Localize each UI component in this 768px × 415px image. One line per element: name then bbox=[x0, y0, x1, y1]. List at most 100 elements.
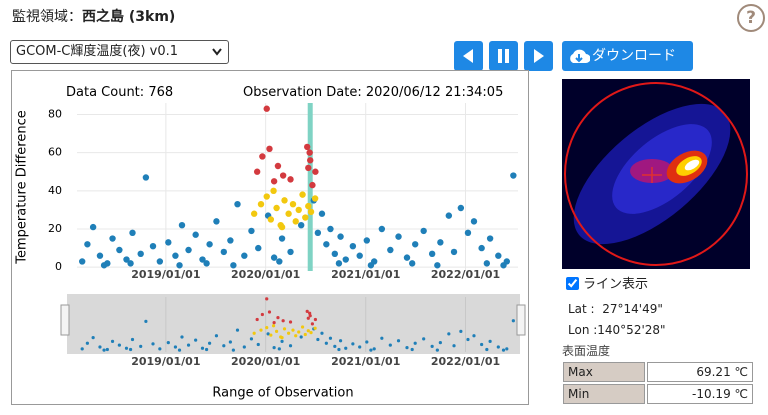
mini-x-tick-label: 2019/01/01 bbox=[131, 355, 200, 368]
mini-point bbox=[235, 328, 240, 332]
prev-button[interactable] bbox=[454, 41, 483, 71]
point bbox=[434, 262, 441, 269]
mini-point bbox=[480, 342, 484, 347]
mini-point bbox=[102, 348, 106, 352]
download-label: ダウンロード bbox=[592, 48, 676, 64]
next-button[interactable] bbox=[524, 41, 553, 71]
mini-point bbox=[396, 339, 401, 343]
y-tick-label: 0 bbox=[55, 260, 62, 273]
download-button[interactable]: ダウンロード bbox=[562, 41, 693, 71]
point bbox=[457, 204, 465, 212]
point bbox=[395, 233, 402, 240]
point bbox=[156, 258, 164, 265]
mini-point bbox=[208, 341, 212, 345]
mini-point bbox=[380, 336, 384, 340]
y-tick-label: 80 bbox=[48, 107, 62, 120]
mini-point bbox=[252, 331, 256, 335]
mini-point bbox=[365, 340, 369, 344]
mini-point bbox=[231, 348, 235, 352]
point bbox=[241, 252, 248, 259]
point bbox=[206, 241, 213, 248]
mini-point bbox=[282, 327, 287, 331]
range-selection[interactable] bbox=[67, 294, 520, 354]
mini-point bbox=[255, 317, 259, 322]
date-value: 2020/06/12 21:34:05 bbox=[366, 85, 503, 100]
mini-point bbox=[256, 342, 260, 347]
point bbox=[270, 178, 278, 185]
mini-point bbox=[337, 347, 341, 352]
lat-label: Lat : bbox=[568, 302, 595, 316]
point bbox=[116, 246, 123, 254]
mini-point bbox=[274, 329, 279, 333]
pause-button[interactable] bbox=[489, 41, 518, 71]
point bbox=[309, 181, 316, 189]
mini-point bbox=[287, 331, 291, 335]
range-handle-left[interactable] bbox=[60, 304, 70, 336]
lat: Lat : 27°14'49" bbox=[568, 302, 663, 316]
mini-point bbox=[85, 341, 89, 345]
point bbox=[129, 229, 136, 237]
mini-point bbox=[472, 334, 476, 338]
mini-point bbox=[110, 339, 115, 343]
point bbox=[259, 153, 266, 160]
point bbox=[176, 262, 183, 269]
line-checkbox[interactable] bbox=[566, 277, 579, 290]
mini-point bbox=[266, 332, 270, 336]
point bbox=[318, 210, 326, 217]
point bbox=[500, 262, 507, 269]
mini-point bbox=[496, 345, 500, 349]
point bbox=[295, 206, 302, 214]
help-button[interactable]: ? bbox=[737, 4, 765, 32]
x-tick-label: 2021/01/01 bbox=[331, 268, 400, 281]
y-tick-label: 20 bbox=[48, 222, 62, 235]
min-row: Min -10.19 ℃ bbox=[563, 384, 753, 404]
range-handle-right[interactable] bbox=[516, 304, 526, 336]
point bbox=[213, 218, 220, 225]
point bbox=[297, 221, 305, 229]
point bbox=[276, 258, 283, 265]
mini-point bbox=[313, 326, 317, 330]
point bbox=[78, 258, 86, 265]
mini-point bbox=[388, 343, 392, 347]
cloud-icon bbox=[570, 49, 590, 63]
mini-point bbox=[485, 347, 489, 352]
point bbox=[278, 235, 286, 242]
lat-value: 27°14'49" bbox=[602, 302, 663, 316]
mini-x-tick-label: 2021/01/01 bbox=[331, 355, 400, 368]
mini-point bbox=[466, 337, 470, 342]
y-tick-label: 60 bbox=[48, 146, 62, 159]
point bbox=[274, 162, 282, 170]
mini-point bbox=[173, 345, 178, 349]
point bbox=[263, 193, 270, 200]
line-toggle[interactable]: ライン表示 bbox=[566, 273, 648, 292]
point bbox=[450, 248, 458, 256]
mini-point bbox=[259, 328, 263, 332]
mini-point bbox=[98, 345, 102, 349]
point bbox=[230, 262, 237, 269]
product-select[interactable]: GCOM-C輝度温度(夜) v0.1 bbox=[10, 40, 229, 64]
point bbox=[367, 262, 375, 269]
line-label: ライン表示 bbox=[583, 277, 649, 292]
point bbox=[96, 252, 104, 259]
mini-point bbox=[166, 341, 170, 345]
point bbox=[323, 241, 330, 248]
point bbox=[335, 260, 343, 267]
mini-point bbox=[291, 328, 295, 332]
mini-point bbox=[511, 319, 515, 323]
x-axis-title: Range of Observation bbox=[212, 386, 353, 401]
x-tick-label: 2019/01/01 bbox=[131, 268, 200, 281]
thermal-image bbox=[562, 79, 750, 269]
mini-point bbox=[308, 314, 312, 318]
mini-point bbox=[324, 341, 328, 345]
mini-point bbox=[328, 336, 333, 340]
y-tick-label: 40 bbox=[48, 184, 62, 197]
data-count: Data Count: 768 bbox=[66, 85, 173, 100]
mini-point bbox=[344, 346, 348, 350]
mini-point bbox=[242, 345, 246, 349]
mini-point bbox=[194, 338, 198, 342]
max-row: Max 69.21 ℃ bbox=[563, 362, 753, 382]
mini-point bbox=[505, 347, 509, 351]
mini-point bbox=[280, 339, 284, 343]
mini-point bbox=[222, 344, 226, 348]
mini-point bbox=[228, 340, 232, 344]
